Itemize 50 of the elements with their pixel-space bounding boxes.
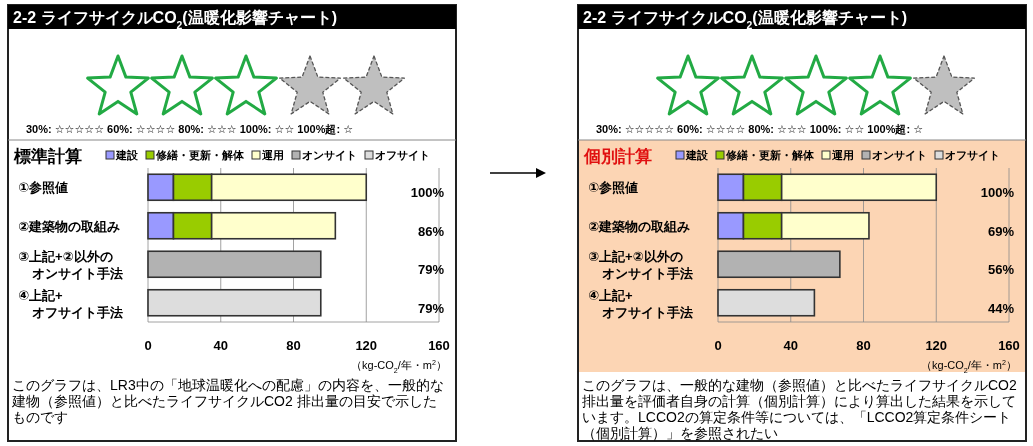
legend-label: 建設 (685, 149, 709, 161)
legend-label: オフサイト (375, 149, 430, 161)
text: 30%: ☆☆☆☆☆ 60%: ☆☆☆☆ 80%: ☆☆☆ 100%: ☆☆ 100%超: ☆ (26, 123, 354, 135)
text: 30%: ☆☆☆☆☆ 60%: ☆☆☆☆ 80%: ☆☆☆ 100%: ☆☆ 100%超: ☆ (596, 123, 924, 135)
legend-label: オンサイト (302, 149, 357, 161)
chart-title: 2-2 ライフサイクルCO$_{2}$(温暖化影響チャート) (13, 9, 338, 31)
text: このグラフは、一般的な建物（参照値）と比べたライフサイクルCO2 排出量を評価者自身の計算（個別計算）により算出した結果を示しています。LCCO2の算定条件等については、「LCCO2算定条件シート（個別計算）」を参照されたい (582, 377, 1021, 441)
annotation: 79% (417, 300, 445, 316)
y-tick-label: ④上記+オフサイト手法 (588, 287, 693, 320)
x-tick-label: 120 (355, 338, 378, 353)
y-tick-label: ③上記+②以外のオンサイト手法 (588, 249, 693, 282)
y-tick-label: ①参照値 (588, 180, 639, 196)
x-tick-label: 160 (428, 338, 450, 353)
x-tick-label: 80 (856, 338, 871, 353)
annotation: 100% (980, 185, 1015, 201)
y-tick-label: ③上記+②以外のオンサイト手法 (18, 249, 123, 282)
chart-subtitle: 個別計算 (583, 147, 652, 166)
y-tick-label: ①参照値 (18, 180, 69, 196)
annotation: 79% (417, 262, 445, 278)
x-tick-label: 40 (783, 338, 798, 353)
x-axis-title: （kg-CO$_{2}$/年・m$^{2}$） (921, 359, 1017, 375)
annotation: 69% (987, 223, 1015, 239)
bar (717, 250, 841, 279)
chart-subtitle: 標準計算 (13, 147, 82, 166)
legend-label: 建設 (115, 149, 139, 161)
legend-label: 修繕・更新・解体 (725, 149, 815, 161)
bar (147, 250, 322, 279)
legend-label: 修繕・更新・解体 (155, 149, 245, 161)
x-tick-label: 40 (213, 338, 228, 353)
annotation: 86% (417, 223, 445, 239)
legend-label: オンサイト (872, 149, 927, 161)
x-tick-label: 0 (144, 338, 152, 353)
text: このグラフは、LR3中の「地球温暖化への配慮」の内容を、一般的な建物（参照値）と比べたライフサイクルCO2 排出量の目安で示したものです (11, 377, 444, 425)
y-tick-label: ②建築物の取組み (588, 218, 691, 234)
legend-label: 運用 (831, 149, 854, 161)
bar (717, 288, 816, 317)
y-tick-label: ④上記+オフサイト手法 (18, 287, 123, 320)
x-tick-label: 160 (998, 338, 1020, 353)
bar (147, 288, 322, 317)
annotation: 44% (987, 300, 1015, 316)
x-axis-title: （kg-CO$_{2}$/年・m$^{2}$） (351, 359, 447, 375)
chart-title: 2-2 ライフサイクルCO$_{2}$(温暖化影響チャート) (583, 9, 908, 31)
x-tick-label: 80 (286, 338, 301, 353)
y-tick-label: ②建築物の取組み (18, 218, 121, 234)
x-tick-label: 0 (714, 338, 722, 353)
x-tick-label: 120 (925, 338, 948, 353)
annotation: 56% (987, 262, 1015, 278)
legend-label: オフサイト (945, 149, 1000, 161)
annotation: 100% (410, 185, 445, 201)
legend-label: 運用 (261, 149, 284, 161)
